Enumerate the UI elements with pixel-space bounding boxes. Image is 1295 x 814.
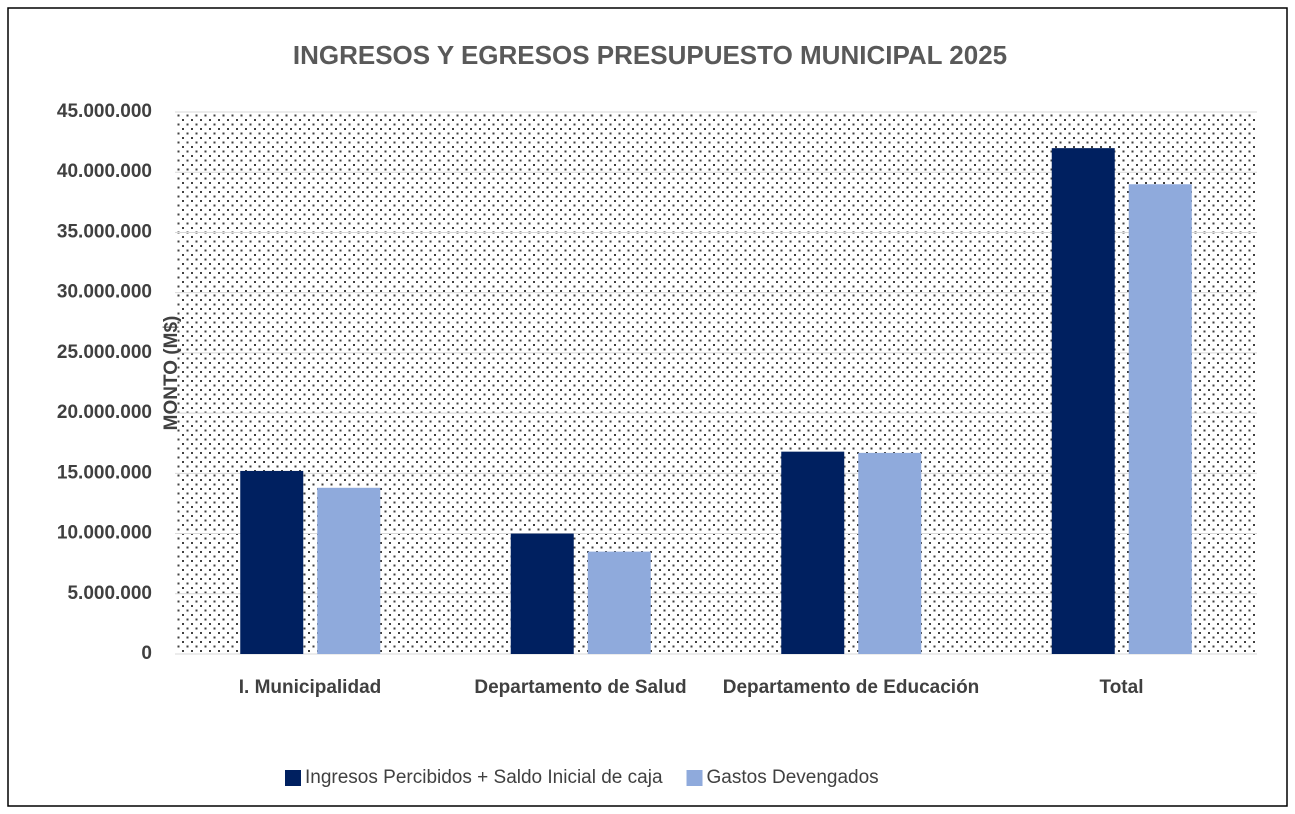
bar	[317, 487, 381, 654]
legend-swatch	[285, 770, 301, 786]
y-tick-label: 30.000.000	[57, 282, 152, 303]
legend-swatch	[686, 770, 703, 786]
y-tick-label: 25.000.000	[57, 342, 152, 363]
chart-title: INGRESOS Y EGRESOS PRESUPUESTO MUNICIPAL…	[293, 40, 1007, 70]
x-tick-label: Departamento de Educación	[722, 677, 980, 698]
y-tick-label: 20.000.000	[57, 402, 152, 423]
x-tick-label: Departamento de Salud	[474, 677, 687, 698]
x-tick-label: Total	[1099, 677, 1144, 698]
y-tick-label: 5.000.000	[67, 583, 152, 604]
y-tick-label: 35.000.000	[57, 221, 152, 242]
bar	[781, 451, 845, 654]
bar	[1051, 148, 1115, 654]
y-axis-title: MONTO (M$)	[161, 316, 182, 431]
legend-label: Ingresos Percibidos + Saldo Inicial de c…	[305, 767, 663, 788]
y-tick-label: 0	[141, 643, 152, 664]
bar	[510, 533, 574, 654]
y-tick-label: 10.000.000	[57, 523, 152, 544]
bar	[858, 452, 922, 654]
legend-label: Gastos Devengados	[707, 767, 879, 788]
y-tick-label: 45.000.000	[57, 101, 152, 122]
x-tick-label: I. Municipalidad	[238, 677, 382, 698]
y-tick-label: 15.000.000	[57, 462, 152, 483]
bar	[240, 470, 304, 654]
bar	[587, 551, 651, 654]
y-tick-label: 40.000.000	[57, 161, 152, 182]
bar	[1128, 184, 1192, 654]
